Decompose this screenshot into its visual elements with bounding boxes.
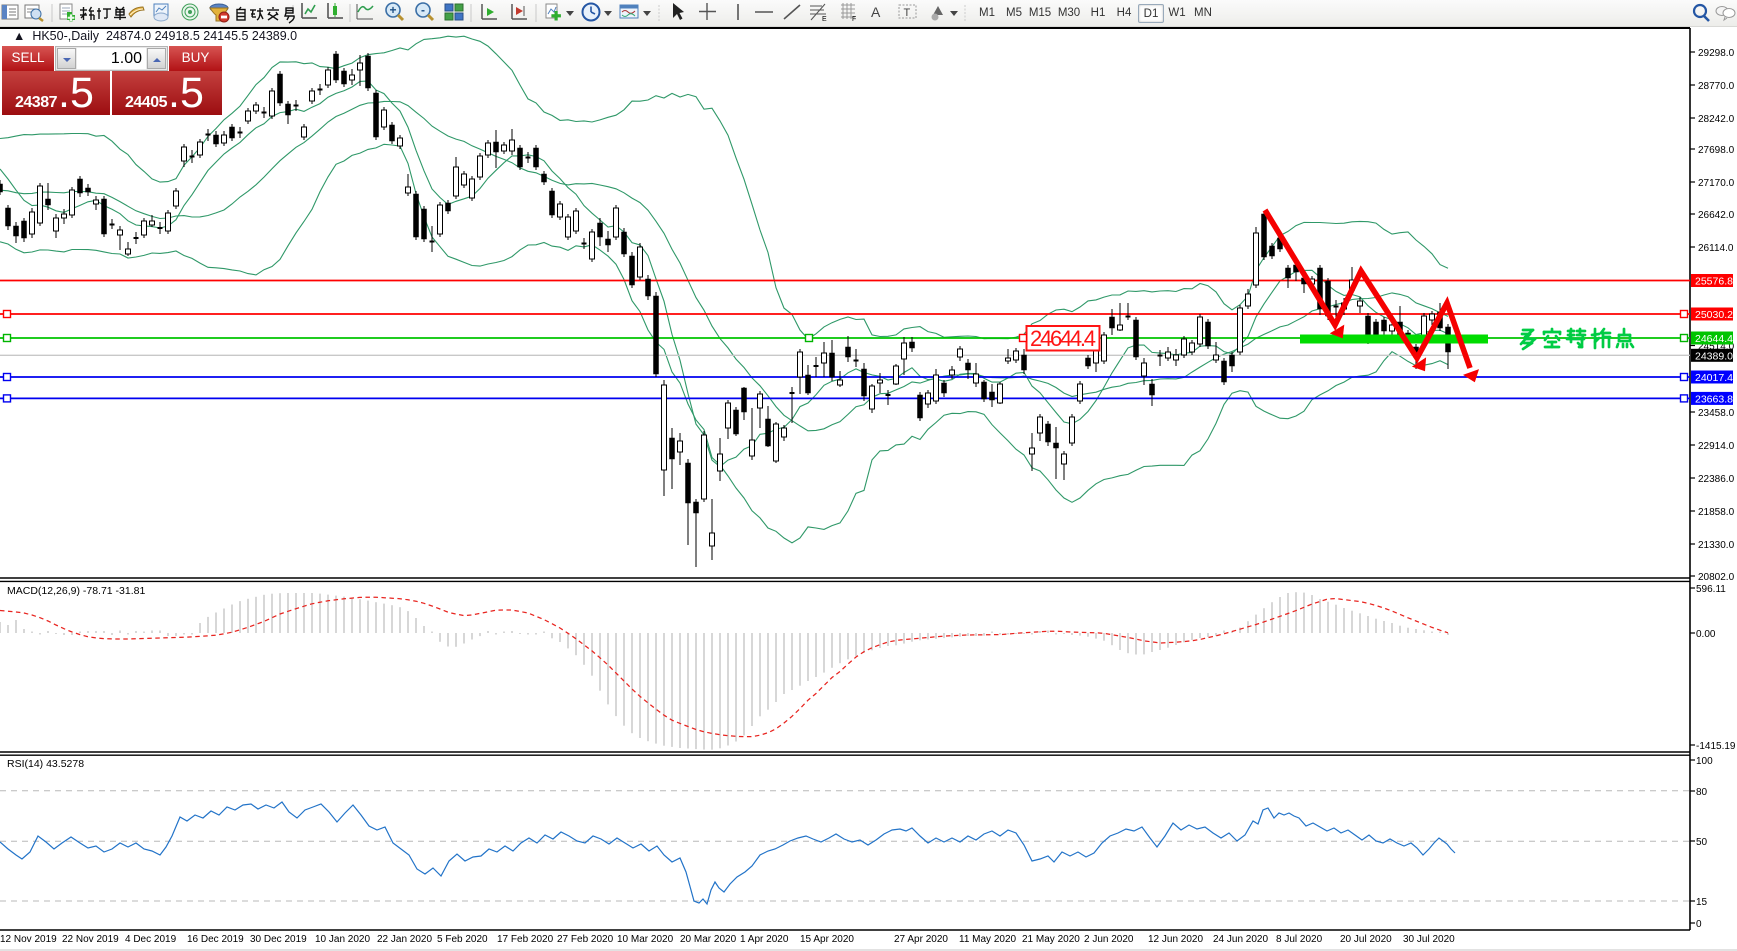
svg-text:20 Mar 2020: 20 Mar 2020: [680, 934, 737, 945]
svg-text:15: 15: [1696, 897, 1708, 908]
svg-text:50: 50: [1696, 837, 1708, 848]
svg-text:0: 0: [1696, 919, 1702, 930]
svg-text:11 May 2020: 11 May 2020: [959, 934, 1017, 945]
svg-text:20802.0: 20802.0: [1698, 572, 1735, 583]
svg-text:26114.0: 26114.0: [1698, 243, 1734, 254]
svg-text:24514.0: 24514.0: [1698, 342, 1735, 353]
svg-text:30 Dec 2019: 30 Dec 2019: [250, 934, 307, 945]
svg-text:21858.0: 21858.0: [1698, 507, 1735, 518]
svg-text:100: 100: [1696, 756, 1713, 767]
svg-text:A: A: [871, 4, 881, 20]
svg-text:10 Jan 2020: 10 Jan 2020: [315, 934, 370, 945]
svg-text:24644.4: 24644.4: [1030, 326, 1096, 351]
svg-text:25030.2: 25030.2: [1695, 309, 1733, 321]
svg-text:24017.4: 24017.4: [1695, 372, 1733, 384]
svg-text:29298.0: 29298.0: [1698, 48, 1735, 59]
svg-text:596.11: 596.11: [1696, 584, 1726, 595]
svg-text:80: 80: [1696, 787, 1708, 798]
svg-text:1 Apr 2020: 1 Apr 2020: [740, 934, 789, 945]
svg-text:27 Feb 2020: 27 Feb 2020: [557, 934, 614, 945]
svg-text:23458.0: 23458.0: [1698, 408, 1735, 419]
svg-text:-1415.19: -1415.19: [1696, 741, 1736, 752]
svg-text:27170.0: 27170.0: [1698, 178, 1735, 189]
svg-text:E: E: [822, 16, 827, 23]
svg-text:24389.0: 24389.0: [1695, 350, 1733, 362]
svg-text:20 Jul 2020: 20 Jul 2020: [1340, 934, 1392, 945]
svg-text:24644.4: 24644.4: [1695, 333, 1733, 345]
svg-text:T: T: [904, 7, 911, 19]
svg-text:22 Jan 2020: 22 Jan 2020: [377, 934, 432, 945]
svg-text:22914.0: 22914.0: [1698, 441, 1735, 452]
svg-text:28770.0: 28770.0: [1698, 81, 1735, 92]
svg-text:27698.0: 27698.0: [1698, 145, 1735, 156]
svg-text:25576.8: 25576.8: [1695, 276, 1733, 288]
svg-text:23663.8: 23663.8: [1695, 393, 1733, 405]
svg-text:5 Feb 2020: 5 Feb 2020: [437, 934, 488, 945]
svg-text:22386.0: 22386.0: [1698, 474, 1735, 485]
svg-text:+: +: [389, 3, 396, 17]
svg-text:22 Nov 2019: 22 Nov 2019: [62, 934, 119, 945]
svg-text:27 Apr 2020: 27 Apr 2020: [894, 934, 948, 945]
svg-text:4 Dec 2019: 4 Dec 2019: [125, 934, 177, 945]
svg-text:8 Jul 2020: 8 Jul 2020: [1276, 934, 1323, 945]
svg-text:21 May 2020: 21 May 2020: [1022, 934, 1080, 945]
svg-text:12 Jun 2020: 12 Jun 2020: [1148, 934, 1203, 945]
svg-text:21330.0: 21330.0: [1698, 540, 1735, 551]
svg-text:15 Apr 2020: 15 Apr 2020: [800, 934, 854, 945]
svg-text:16 Dec 2019: 16 Dec 2019: [187, 934, 244, 945]
svg-text:F: F: [852, 16, 856, 23]
svg-text:2 Jun 2020: 2 Jun 2020: [1084, 934, 1134, 945]
svg-text:24 Jun 2020: 24 Jun 2020: [1213, 934, 1268, 945]
svg-text:26642.0: 26642.0: [1698, 210, 1735, 221]
svg-text:12 Nov 2019: 12 Nov 2019: [0, 934, 57, 945]
svg-text:RSI(14) 43.5278: RSI(14) 43.5278: [7, 758, 84, 770]
svg-text:28242.0: 28242.0: [1698, 114, 1735, 125]
svg-text:17 Feb 2020: 17 Feb 2020: [497, 934, 554, 945]
svg-text:MACD(12,26,9) -78.71 -31.81: MACD(12,26,9) -78.71 -31.81: [7, 585, 145, 597]
svg-text:30 Jul 2020: 30 Jul 2020: [1403, 934, 1455, 945]
svg-text:10 Mar 2020: 10 Mar 2020: [617, 934, 674, 945]
svg-text:-: -: [421, 3, 425, 17]
svg-text:0.00: 0.00: [1696, 629, 1716, 640]
